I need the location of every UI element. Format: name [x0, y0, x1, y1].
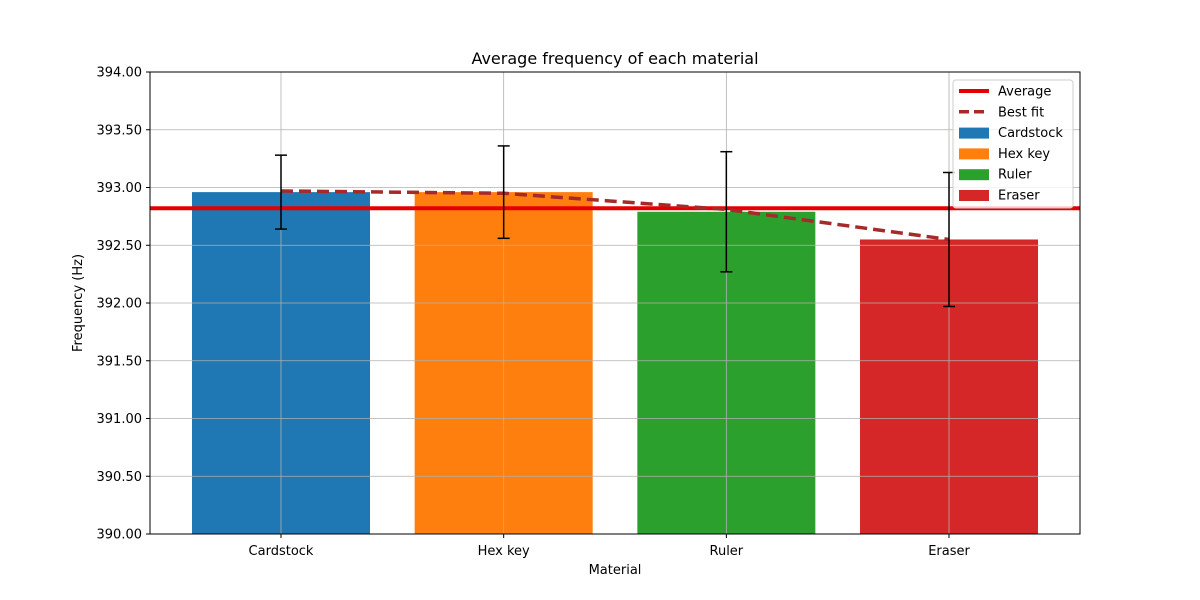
y-tick-label: 393.00	[97, 181, 143, 196]
legend-label: Best fit	[998, 105, 1044, 120]
y-tick-label: 391.00	[97, 412, 143, 427]
y-tick-label: 390.00	[97, 528, 143, 543]
chart-title: Average frequency of each material	[471, 49, 758, 68]
legend-swatch-eraser	[959, 190, 989, 201]
ticks-layer: 390.00 390.50 391.00 391.50 392.00 392.50 393.…	[97, 66, 971, 560]
legend-label: Ruler	[998, 168, 1032, 183]
x-tick-label: Hex key	[478, 544, 530, 559]
legend-label: Cardstock	[998, 126, 1063, 141]
y-tick-label: 391.50	[97, 354, 143, 369]
x-axis-title: Material	[589, 563, 642, 578]
y-axis-title: Frequency (Hz)	[71, 254, 86, 352]
legend-swatch-hex-key	[959, 148, 989, 160]
x-tick-label: Cardstock	[249, 544, 314, 559]
x-tick-label: Ruler	[710, 544, 744, 559]
legend: Average Best fit Cardstock Hex key Ruler Eras…	[952, 79, 1074, 209]
x-tick-label: Eraser	[928, 544, 970, 559]
legend-label: Eraser	[998, 189, 1040, 204]
legend-swatch-ruler	[959, 169, 989, 181]
y-tick-label: 392.50	[97, 239, 143, 254]
best-fit-line	[280, 189, 950, 242]
lines-layer	[150, 71, 1080, 535]
y-tick-label: 393.50	[97, 123, 143, 138]
y-tick-label: 392.00	[97, 297, 143, 312]
legend-label: Average	[998, 85, 1051, 100]
y-tick-label: 390.50	[97, 470, 143, 485]
legend-label: Hex key	[998, 147, 1050, 162]
legend-swatch-cardstock	[959, 127, 989, 139]
y-tick-label: 394.00	[97, 66, 143, 81]
